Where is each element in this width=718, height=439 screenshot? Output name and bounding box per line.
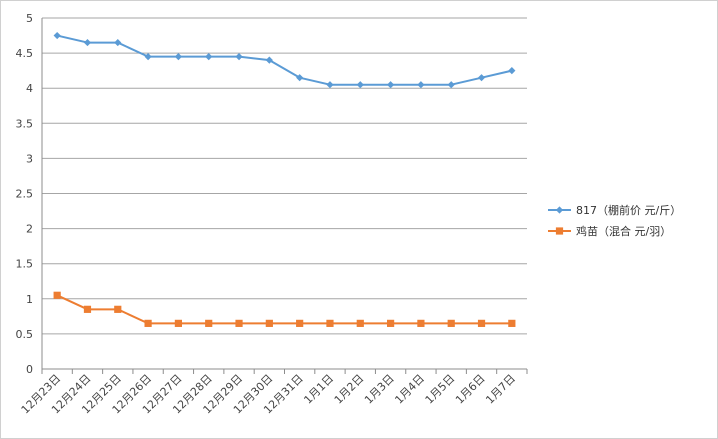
- legend-marker: [555, 206, 564, 214]
- data-point: [205, 319, 213, 327]
- data-point: [174, 319, 183, 327]
- data-point: [144, 53, 152, 61]
- x-tick-label: 1月1日: [301, 372, 336, 407]
- series-line: [56, 294, 512, 325]
- y-tick-label: 1.5: [16, 258, 34, 271]
- y-tick-label: 2.5: [16, 188, 34, 201]
- series-1: [53, 31, 516, 89]
- x-tick-label: 1月6日: [453, 372, 488, 407]
- legend: 817（棚前价 元/斤） 鸡苗（混合 元/羽）: [548, 203, 681, 238]
- data-point: [296, 74, 304, 82]
- x-tick-label: 1月2日: [332, 372, 367, 407]
- x-tick-label: 1月5日: [423, 372, 458, 407]
- data-point: [235, 53, 243, 61]
- y-tick-label: 2: [26, 223, 33, 236]
- x-tick-label: 1月3日: [362, 372, 397, 407]
- data-point: [477, 319, 486, 327]
- data-point: [326, 319, 334, 327]
- data-point: [205, 53, 213, 61]
- data-point: [477, 74, 486, 82]
- legend-item: 鸡苗（混合 元/羽）: [548, 224, 671, 238]
- y-tick-label: 3: [26, 152, 33, 165]
- x-tick-label: 1月4日: [392, 372, 427, 407]
- data-point: [417, 319, 425, 327]
- data-point: [447, 81, 455, 89]
- legend-label: 鸡苗（混合 元/羽）: [576, 224, 671, 238]
- y-tick-label: 0: [26, 363, 33, 376]
- legend-label: 817（棚前价 元/斤）: [576, 203, 681, 217]
- y-tick-label: 4.5: [16, 47, 34, 60]
- y-tick-label: 0.5: [16, 328, 34, 341]
- data-point: [386, 81, 395, 89]
- data-point: [174, 53, 183, 61]
- legend-item: 817（棚前价 元/斤）: [548, 203, 681, 217]
- data-point: [265, 56, 273, 64]
- y-tick-label: 4: [26, 82, 33, 95]
- x-axis: 12月23日12月24日12月25日12月26日12月27日12月28日12月2…: [19, 18, 528, 416]
- series-group: [53, 31, 516, 327]
- data-point: [235, 319, 243, 327]
- data-point: [356, 319, 364, 327]
- gridlines: [42, 17, 527, 335]
- data-point: [447, 319, 455, 327]
- data-point: [508, 67, 516, 75]
- x-tick-label: 1月7日: [483, 372, 518, 407]
- y-tick-label: 3.5: [16, 117, 34, 130]
- data-point: [508, 319, 516, 327]
- y-tick-label: 1: [26, 293, 33, 306]
- series-line: [56, 34, 513, 86]
- legend-marker: [555, 227, 564, 235]
- data-point: [265, 319, 273, 327]
- data-point: [53, 31, 61, 40]
- data-point: [144, 319, 152, 327]
- y-tick-label: 5: [26, 12, 33, 25]
- y-axis-ticks: 0 0.5 1 1.5 2 2.5 3 3.5 4 4.5 5: [16, 12, 34, 376]
- data-point: [386, 319, 395, 327]
- data-point: [53, 291, 61, 299]
- data-point: [114, 305, 122, 313]
- data-point: [114, 38, 122, 47]
- data-point: [417, 81, 425, 89]
- series-2: [53, 291, 516, 327]
- data-point: [356, 81, 364, 89]
- data-point: [326, 81, 334, 89]
- data-point: [83, 305, 92, 313]
- data-point: [296, 319, 304, 327]
- data-point: [83, 38, 92, 47]
